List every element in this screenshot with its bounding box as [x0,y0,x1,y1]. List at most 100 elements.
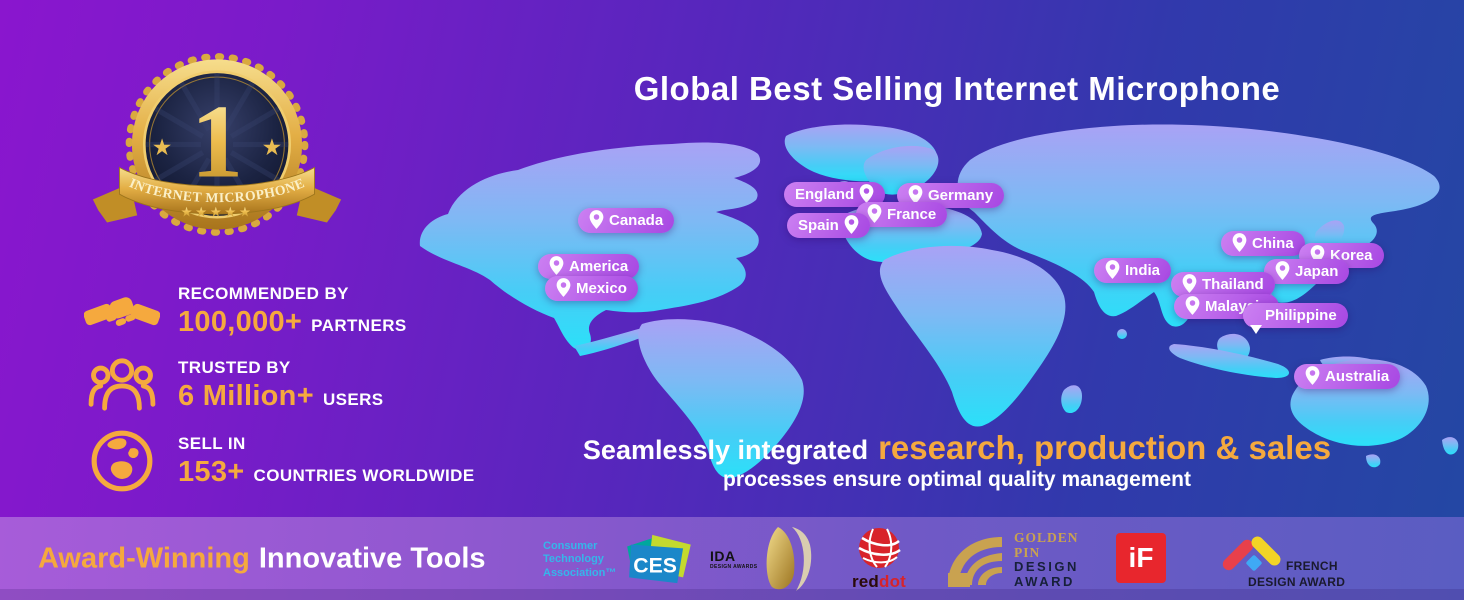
map-pin: Thailand [1171,272,1275,297]
stat-partners: RECOMMENDED BY 100,000+ PARTNERS [82,282,407,341]
map-pin-label: India [1125,262,1161,279]
ces-logo-icon: CES [627,534,692,584]
five-stars: ★★★★★ [181,204,254,219]
location-pin-icon [1305,365,1320,385]
location-pin-icon [859,183,874,203]
cta-line: Consumer [543,540,598,553]
stat-label: RECOMMENDED BY [178,284,349,303]
users-icon [82,356,162,414]
french-design-award-logo: FRENCH DESIGN AWARD [1222,531,1352,589]
star-icon: ★ [152,134,173,160]
location-pin-icon [908,184,923,204]
map-pin-label: Spain [798,217,839,234]
location-pin-icon [1232,232,1247,252]
map-pin-label: England [795,186,855,203]
map-pin-label: Germany [928,187,994,204]
map-pin: Malaysia [1174,294,1279,319]
location-pin-icon [844,214,859,234]
location-pin-icon [589,209,604,229]
cta-line: Technology [543,553,604,566]
headline: Global Best Selling Internet Microphone [633,70,1281,107]
location-pin-icon [1310,244,1325,264]
reddot-dot: dot [879,572,907,591]
cta-line: Association™ [543,566,617,579]
location-pin-icon [556,277,571,297]
map-pin: Australia [1294,364,1401,389]
map-pin-label: Thailand [1202,276,1264,293]
stat-users: TRUSTED BY 6 Million+ USERS [82,356,384,414]
stat-value: 6 Million+ [178,379,314,412]
gp-line: AWARD [1014,573,1075,589]
ribbon-band [119,166,315,215]
awards-title-rest: Innovative Tools [258,542,486,574]
map-pin: Japan [1264,259,1350,284]
map-pin: China [1221,231,1305,256]
gp-line: PIN [1014,545,1041,561]
number-one-badge: 1 ★ ★ INTERNET MICROPHONE ★★★★★ [92,53,342,236]
french-line1: FRENCH [1286,559,1338,573]
stat-suffix: PARTNERS [311,316,407,335]
seal-scallops [125,53,309,236]
gp-line: DESIGN [1014,559,1079,575]
awards-bar-title: Award-Winning Innovative Tools [38,542,486,575]
seal-inner [142,70,292,219]
ida-sub: DESIGN AWARDS [710,564,758,570]
tagline-line2: processes ensure optimal quality managem… [723,468,1191,491]
svg-text:CES: CES [634,555,678,578]
map-pin-label: France [887,206,937,223]
tagline-prefix: Seamlessly integrated [582,435,869,465]
map-pin-label: China [1252,235,1294,252]
location-pin-icon [867,203,882,223]
ida-wordmark: IDA DESIGN AWARDS [710,548,758,570]
map-pin-label: Japan [1295,263,1339,280]
map-pin-label: Mexico [576,280,627,297]
awards-bar: Award-Winning Innovative Tools Consumer T… [0,517,1464,600]
stat-value: 153+ [178,455,245,488]
map-pin-label: Canada [609,212,664,229]
reddot-award-logo: reddot [843,526,915,592]
if-label: iF [1128,542,1154,573]
golden-pin-wordmark: GOLDEN PIN DESIGN AWARD [1014,530,1079,589]
gp-line: GOLDEN [1014,530,1079,545]
map-pin-label: Australia [1325,368,1390,385]
map-pin: France [856,202,948,227]
map-pin: England [784,182,886,207]
location-pin-icon [1275,260,1290,280]
french-award-icon [1222,536,1281,571]
stat-label: SELL IN [178,433,246,453]
star-icon: ★ [262,134,283,160]
tagline: Seamlessly integrated research, productio… [450,429,1464,492]
golden-pin-award-logo: GOLDEN PIN DESIGN AWARD [946,530,1079,589]
french-line2: DESIGN AWARD [1248,575,1346,589]
if-award-logo: iF [1116,533,1166,583]
location-pin-icon [1105,259,1120,279]
map-pin-label: Philippine [1265,307,1337,324]
stat-label: TRUSTED BY [178,357,291,377]
map-pin: Canada [578,208,675,233]
globe-icon [82,428,162,494]
map-pin: Spain [787,213,870,238]
tagline-highlight: research, production & sales [878,429,1332,466]
location-pin-icon [549,255,564,275]
golden-pin-icon [948,536,1002,587]
map-pin: India [1094,258,1172,283]
reddot-wordmark: reddot [852,572,906,592]
if-logo-icon: iF [1116,533,1166,583]
awards-title-highlight: Award-Winning [38,542,250,574]
map-pin: America [538,254,640,279]
ida-award-logo: IDA DESIGN AWARDS [710,525,814,593]
reddot-sphere-icon [858,528,901,568]
map-pin: Philippine [1243,303,1348,334]
stat-countries: SELL IN 153+ COUNTRIES WORLDWIDE [82,428,475,494]
location-pin-icon [1182,273,1197,293]
cta-wordmark: Consumer Technology Association™ [543,540,616,580]
map-pin: Germany [897,183,1005,208]
ces-award-logo: Consumer Technology Association™ CES [543,533,693,587]
location-pin-icon [1250,325,1262,334]
ida-label: IDA [710,548,736,564]
rank-number: 1 [191,83,243,199]
map-pin-label: America [569,258,629,275]
stat-suffix: USERS [322,389,384,409]
